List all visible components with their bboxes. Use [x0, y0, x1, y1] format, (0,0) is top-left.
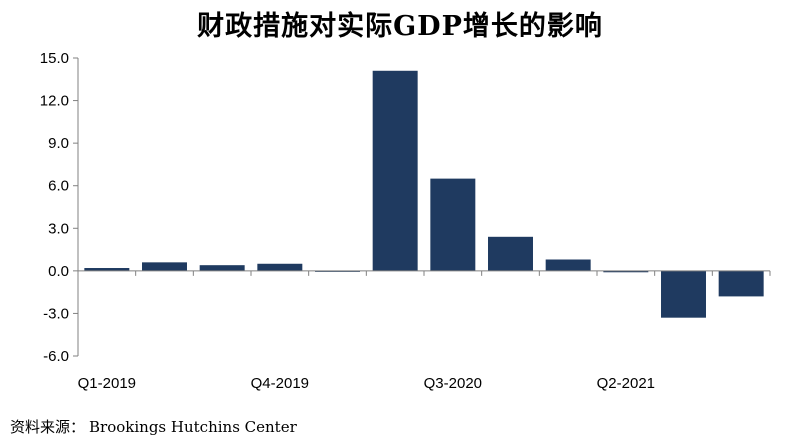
y-tick-label: 0.0 [48, 263, 69, 280]
source-separator: ： [70, 418, 86, 436]
bar-Q1-2019 [84, 268, 130, 271]
bar-Q3-2021 [661, 270, 706, 318]
bar-Q2-2021 [603, 270, 649, 273]
chart-title: 财政措施对实际GDP增长的影响 [197, 11, 603, 42]
bar-Q4-2019 [257, 263, 303, 271]
y-tick-label: -6.0 [43, 348, 69, 365]
y-tick-label: 12.0 [40, 93, 69, 110]
bar-Q3-2019 [199, 265, 245, 271]
bar-Q3-2020 [430, 178, 476, 271]
x-tick-label: Q2-2021 [597, 375, 655, 392]
source-label: 资料来源 [10, 418, 71, 436]
y-tick-label: -3.0 [43, 305, 69, 322]
y-axis: 15.0 12.0 9.0 6.0 3.0 0.0 -3.0 -6.0 [40, 50, 79, 365]
y-tick-label: 3.0 [48, 220, 69, 237]
x-axis: Q1-2019 Q4-2019 Q3-2020 Q2-2021 [77, 270, 771, 392]
bar-Q2-2020 [372, 70, 418, 271]
x-tick-label: Q3-2020 [424, 375, 482, 392]
y-tick-label: 9.0 [48, 135, 69, 152]
bar-Q4-2020 [488, 236, 533, 271]
x-tick-label: Q4-2019 [251, 375, 309, 392]
y-tick-label: 15.0 [40, 50, 69, 67]
source-note: 资料来源： Brookings Hutchins Center [10, 416, 297, 437]
bar-Q4-2021 [718, 270, 764, 297]
source-text: Brookings Hutchins Center [89, 418, 297, 436]
y-tick-label: 6.0 [48, 178, 69, 195]
x-tick-label: Q1-2019 [78, 375, 136, 392]
bar-series [84, 70, 764, 318]
bar-Q1-2021 [545, 259, 591, 271]
bar-Q2-2019 [142, 262, 187, 271]
